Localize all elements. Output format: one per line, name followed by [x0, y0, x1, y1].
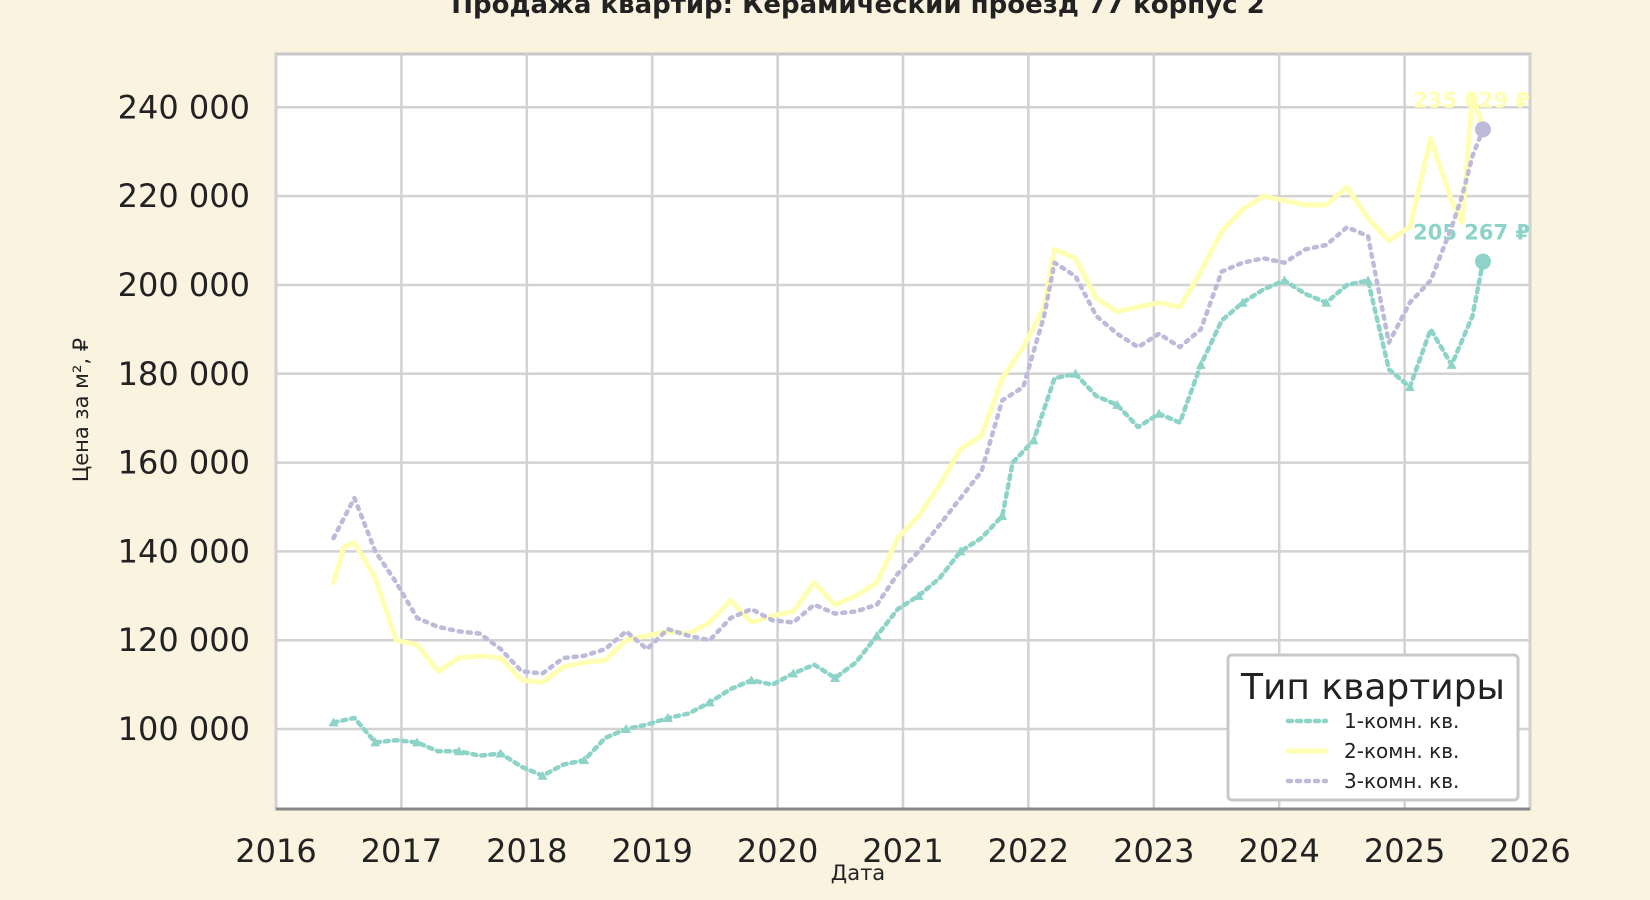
data-marker: [1195, 359, 1206, 369]
y-tick-label: 180 000: [118, 355, 250, 393]
legend-box: [1226, 653, 1520, 802]
data-marker: [788, 668, 799, 678]
x-axis-label: Дата: [831, 861, 885, 885]
data-marker: [621, 724, 632, 734]
last-point-marker-3: [1474, 121, 1491, 138]
data-marker: [1070, 368, 1081, 378]
x-tick-label: 2026: [1489, 832, 1570, 870]
data-marker: [746, 675, 757, 685]
data-marker: [453, 746, 464, 756]
data-marker: [495, 748, 506, 758]
data-marker: [871, 630, 882, 640]
y-tick-label: 240 000: [118, 88, 250, 126]
y-tick-label: 160 000: [118, 444, 250, 482]
data-marker: [412, 737, 423, 747]
x-tick-label: 2016: [235, 832, 316, 870]
legend-entry-1: 1-комн. кв.: [1344, 709, 1459, 733]
last-point-marker-1: [1474, 253, 1491, 270]
x-tick-label: 2020: [737, 832, 818, 870]
y-tick-label: 200 000: [118, 266, 250, 304]
x-tick-label: 2025: [1364, 832, 1445, 870]
data-marker: [955, 546, 966, 556]
data-marker: [1321, 297, 1332, 307]
legend-entry-2: 2-комн. кв.: [1344, 739, 1459, 763]
data-marker: [1237, 297, 1248, 307]
legend-entry-3: 3-комн. кв.: [1344, 769, 1459, 793]
data-marker: [913, 590, 924, 600]
data-marker: [662, 712, 673, 722]
data-marker: [370, 737, 381, 747]
data-marker: [1363, 275, 1374, 285]
data-marker: [704, 697, 715, 707]
y-tick-label: 100 000: [118, 710, 250, 748]
x-tick-label: 2017: [361, 832, 442, 870]
series-line-2: [331, 91, 1486, 685]
plot-area: 100 000 120 000 140 000 160 000 180 000 200 0…: [118, 52, 1571, 870]
data-marker: [328, 717, 339, 727]
series-line-3: [331, 127, 1486, 676]
y-tick-label: 140 000: [118, 532, 250, 570]
data-marker: [537, 770, 548, 780]
chart-title: Продажа квартир: Керамический проезд 77 …: [451, 0, 1264, 20]
last-value-label-2: 235 029 ₽: [1413, 88, 1530, 112]
data-marker: [1404, 382, 1415, 392]
x-tick-label: 2018: [486, 832, 567, 870]
data-marker: [1112, 399, 1123, 409]
data-marker: [997, 510, 1008, 520]
data-marker: [1154, 408, 1165, 418]
x-tick-label: 2022: [988, 832, 1069, 870]
data-marker: [830, 672, 841, 682]
y-tick-label: 220 000: [118, 177, 250, 215]
data-marker: [579, 755, 590, 765]
x-tick-label: 2019: [611, 832, 692, 870]
x-tick-label: 2023: [1113, 832, 1194, 870]
data-marker: [1279, 275, 1290, 285]
x-tick-label: 2024: [1238, 832, 1319, 870]
y-axis-label: Цена за м², ₽: [69, 338, 93, 482]
legend-title: Тип квартиры: [1240, 667, 1505, 708]
data-marker: [1028, 435, 1039, 445]
data-marker: [1446, 359, 1457, 369]
x-tick-label: 2021: [862, 832, 943, 870]
last-value-label-1: 205 267 ₽: [1413, 221, 1530, 245]
y-tick-label: 120 000: [118, 621, 250, 659]
